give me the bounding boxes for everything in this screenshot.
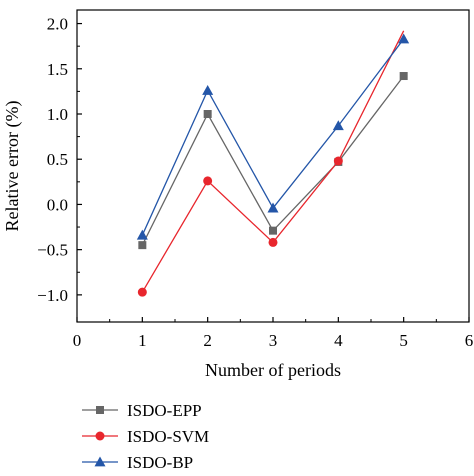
series-line — [141, 75, 405, 246]
data-point-marker — [203, 110, 212, 118]
legend-marker — [95, 431, 105, 441]
y-tick-label: 1.5 — [47, 60, 68, 79]
y-axis-title: Relative error (%) — [2, 101, 23, 232]
data-point-marker — [137, 287, 147, 297]
data-point-marker — [202, 84, 214, 95]
x-tick-label: 1 — [138, 331, 147, 350]
data-point-marker — [136, 229, 148, 240]
x-tick-label: 0 — [73, 331, 82, 350]
legend-label: ISDO-EPP — [127, 401, 202, 420]
data-point-marker — [332, 120, 344, 131]
y-tick-label: −0.5 — [37, 241, 68, 260]
data-point-marker — [333, 156, 343, 166]
data-point-marker — [398, 33, 410, 44]
legend-label: ISDO-SVM — [127, 427, 209, 446]
series-isdo-bp — [136, 33, 410, 240]
y-tick-label: 2.0 — [47, 15, 68, 34]
data-point-marker — [269, 226, 277, 235]
series-line — [141, 30, 405, 293]
data-point-marker — [399, 72, 408, 81]
x-tick-label: 3 — [269, 331, 278, 350]
legend-marker — [96, 406, 104, 414]
x-axis-title: Number of periods — [205, 360, 341, 380]
data-point-marker — [138, 241, 147, 250]
y-tick-label: 1.0 — [47, 105, 68, 124]
data-point-marker — [268, 237, 278, 247]
legend-item: ISDO-EPP — [82, 401, 202, 420]
series-isdo-epp — [138, 72, 408, 250]
series-isdo-svm — [137, 30, 405, 297]
legend-item: ISDO-BP — [82, 453, 193, 472]
legend-marker — [94, 456, 106, 467]
legend-item: ISDO-SVM — [82, 427, 209, 446]
x-tick-label: 4 — [334, 331, 343, 350]
y-tick-label: 0.5 — [47, 150, 68, 169]
plot-frame — [76, 9, 470, 323]
x-axis: 0 1 2 3 4 5 6 — [73, 317, 474, 350]
plot-border — [76, 9, 470, 323]
data-point-marker — [203, 176, 213, 186]
legend: ISDO-EPP ISDO-SVM ISDO-BP — [82, 401, 209, 472]
x-tick-label: 6 — [465, 331, 474, 350]
y-tick-label: 0.0 — [47, 195, 68, 214]
y-tick-label: −1.0 — [37, 286, 68, 305]
data-point-marker — [267, 202, 279, 213]
legend-label: ISDO-BP — [127, 453, 193, 472]
y-axis: −1.0 −0.5 0.0 0.5 1.0 1.5 2.0 — [37, 15, 82, 305]
series-layer — [136, 30, 410, 297]
x-tick-label: 2 — [203, 331, 212, 350]
x-tick-label: 5 — [399, 331, 408, 350]
